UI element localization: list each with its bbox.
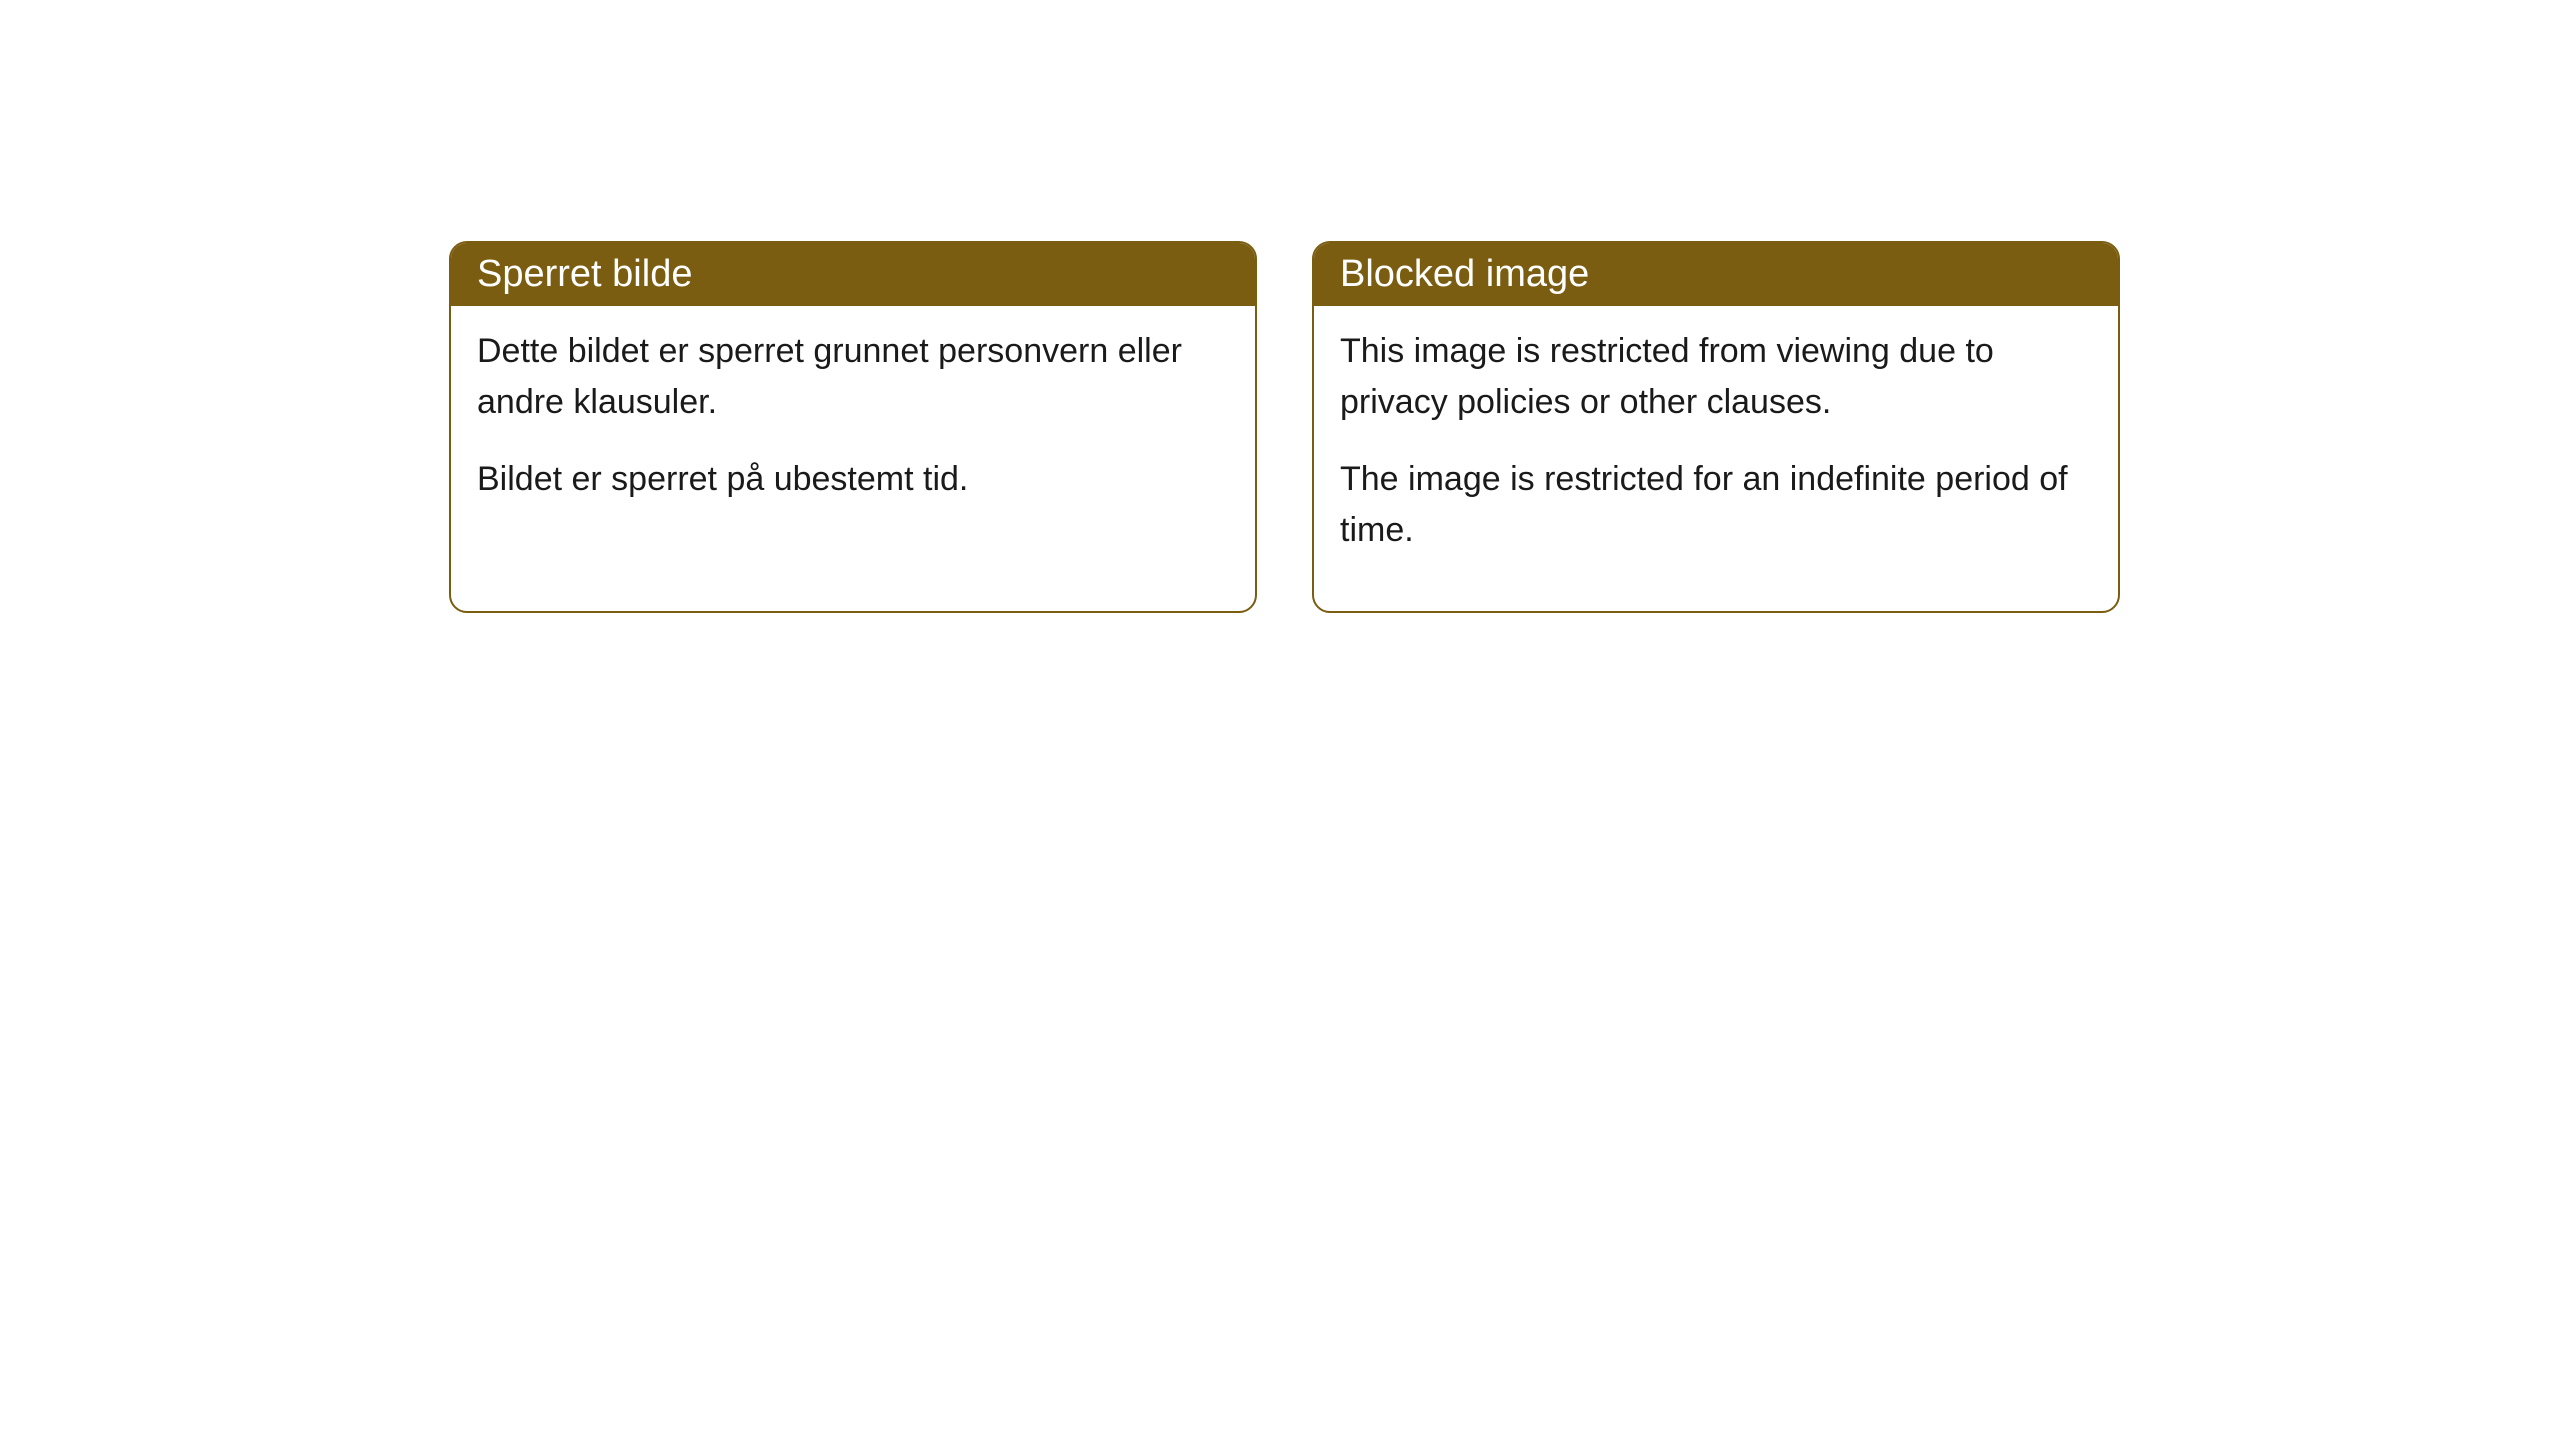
card-body: Dette bildet er sperret grunnet personve…	[451, 306, 1255, 560]
card-title: Sperret bilde	[477, 253, 692, 295]
card-paragraph: Bildet er sperret på ubestemt tid.	[477, 454, 1229, 505]
card-paragraph: This image is restricted from viewing du…	[1340, 326, 2092, 428]
card-paragraph: The image is restricted for an indefinit…	[1340, 454, 2092, 556]
notice-card-english: Blocked image This image is restricted f…	[1312, 241, 2120, 613]
card-body: This image is restricted from viewing du…	[1314, 306, 2118, 611]
card-paragraph: Dette bildet er sperret grunnet personve…	[477, 326, 1229, 428]
notice-card-norwegian: Sperret bilde Dette bildet er sperret gr…	[449, 241, 1257, 613]
card-title: Blocked image	[1340, 253, 1589, 295]
notice-cards-container: Sperret bilde Dette bildet er sperret gr…	[449, 241, 2120, 613]
card-header: Blocked image	[1314, 243, 2118, 306]
card-header: Sperret bilde	[451, 243, 1255, 306]
